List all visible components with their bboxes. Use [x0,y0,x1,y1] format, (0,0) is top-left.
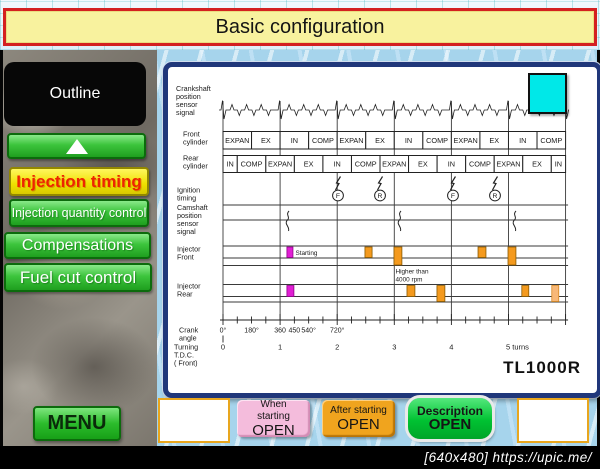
svg-text:Injector: Injector [177,245,201,254]
model-label: TL1000R [503,358,581,377]
timing-diagram: EXPAN EX IN COMP EXPAN EX IN COMP EXPAN EX IN COMP I… [174,84,570,368]
svg-text:Front: Front [177,253,194,262]
svg-text:540°: 540° [301,327,316,335]
svg-text:180°: 180° [244,327,259,335]
svg-text:F: F [336,193,340,200]
svg-text:Injector: Injector [177,282,201,291]
svg-text:signal: signal [176,108,195,117]
svg-text:Turning: Turning [174,343,198,352]
empty-box-left [158,398,230,443]
page-title: Basic configuration [3,8,597,46]
menu-button[interactable]: MENU [33,406,121,441]
svg-text:450: 450 [289,328,301,335]
after-starting-open-button[interactable]: After starting OPEN [322,400,395,437]
svg-text:5 turns: 5 turns [506,343,529,352]
magnifier-icon [530,75,600,391]
after-starting-label: After starting [330,404,387,416]
svg-text:cylinder: cylinder [183,162,208,171]
svg-text:COMP: COMP [241,160,263,169]
svg-text:1: 1 [278,343,282,352]
empty-box-right [517,398,589,443]
svg-text:R: R [493,193,498,200]
up-arrow-icon [65,138,88,154]
after-starting-open-label: OPEN [337,415,380,433]
sidebar-item-compensations[interactable]: Compensations [4,232,151,259]
sidebar-item-fuel-cut-control[interactable]: Fuel cut control [4,263,152,292]
svg-text:EX: EX [418,160,428,169]
svg-text:IN: IN [334,160,341,169]
svg-text:360: 360 [274,328,286,335]
watermark: [640x480] https://upic.me/ [424,450,592,465]
svg-text:COMP: COMP [469,160,491,169]
svg-text:Front: Front [183,130,200,139]
zoom-button[interactable] [528,73,567,114]
svg-text:IN: IN [405,136,412,145]
svg-text:T.D.C.: T.D.C. [174,351,194,360]
svg-text:Camshaft: Camshaft [177,203,208,212]
bottom-bar: [640x480] https://upic.me/ [0,446,600,469]
svg-text:0: 0 [221,343,225,352]
svg-text:cylinder: cylinder [183,138,208,147]
svg-text:Rear: Rear [177,290,193,299]
svg-text:EX: EX [375,136,385,145]
svg-text:( Front): ( Front) [174,359,198,368]
svg-text:Ignition: Ignition [177,186,200,195]
svg-text:EXPAN: EXPAN [382,160,406,169]
svg-text:EX: EX [261,136,271,145]
when-starting-open-button[interactable]: When starting OPEN [237,398,310,439]
svg-text:4: 4 [449,343,453,352]
svg-text:position: position [177,211,202,220]
svg-text:IN: IN [291,136,298,145]
outline-header: Outline [4,62,146,126]
svg-text:IN: IN [226,160,233,169]
svg-text:position: position [176,92,201,101]
svg-text:COMP: COMP [312,136,334,145]
svg-text:sensor: sensor [177,219,199,228]
svg-text:timing: timing [177,194,196,203]
svg-text:Starting: Starting [295,250,317,257]
svg-text:EX: EX [304,160,314,169]
when-starting-open-label: OPEN [252,421,295,439]
svg-text:EXPAN: EXPAN [225,136,249,145]
svg-text:Crankshaft: Crankshaft [176,84,211,93]
left-edge [0,50,3,446]
svg-text:EXPAN: EXPAN [454,136,478,145]
when-starting-label: When starting [257,398,290,422]
description-open-button[interactable]: Description OPEN [408,398,492,439]
svg-text:EXPAN: EXPAN [339,136,363,145]
svg-text:COMP: COMP [355,160,377,169]
svg-text:2: 2 [335,343,339,352]
svg-text:COMP: COMP [426,136,448,145]
svg-text:IN: IN [555,160,562,169]
scroll-up-button[interactable] [7,133,146,159]
description-open-label: OPEN [428,415,472,433]
svg-text:Rear: Rear [183,154,199,163]
svg-text:EXPAN: EXPAN [496,160,520,169]
svg-text:4000 rpm: 4000 rpm [395,277,422,284]
sidebar-item-injection-timing[interactable]: Injection timing [9,167,149,196]
svg-text:signal: signal [177,227,196,236]
svg-text:IN: IN [519,136,526,145]
svg-text:angle: angle [179,334,197,343]
svg-text:IN: IN [448,160,455,169]
svg-text:EX: EX [489,136,499,145]
sidebar-item-injection-quantity-control[interactable]: Injection quantity control [9,199,149,227]
svg-text:sensor: sensor [176,100,198,109]
page-title-text: Basic configuration [215,15,385,38]
diagram-panel: EXPAN EX IN COMP EXPAN EX IN COMP EXPAN EX IN COMP I… [163,62,600,398]
svg-text:COMP: COMP [540,136,562,145]
svg-text:EX: EX [532,160,542,169]
svg-text:0°: 0° [220,327,227,335]
svg-text:720°: 720° [330,327,345,335]
svg-text:R: R [378,193,383,200]
svg-text:Higher than: Higher than [395,269,428,276]
svg-text:Crank: Crank [179,326,199,335]
description-label: Description [416,403,483,418]
svg-text:EXPAN: EXPAN [268,160,292,169]
svg-text:3: 3 [392,343,396,352]
svg-text:F: F [451,193,455,200]
